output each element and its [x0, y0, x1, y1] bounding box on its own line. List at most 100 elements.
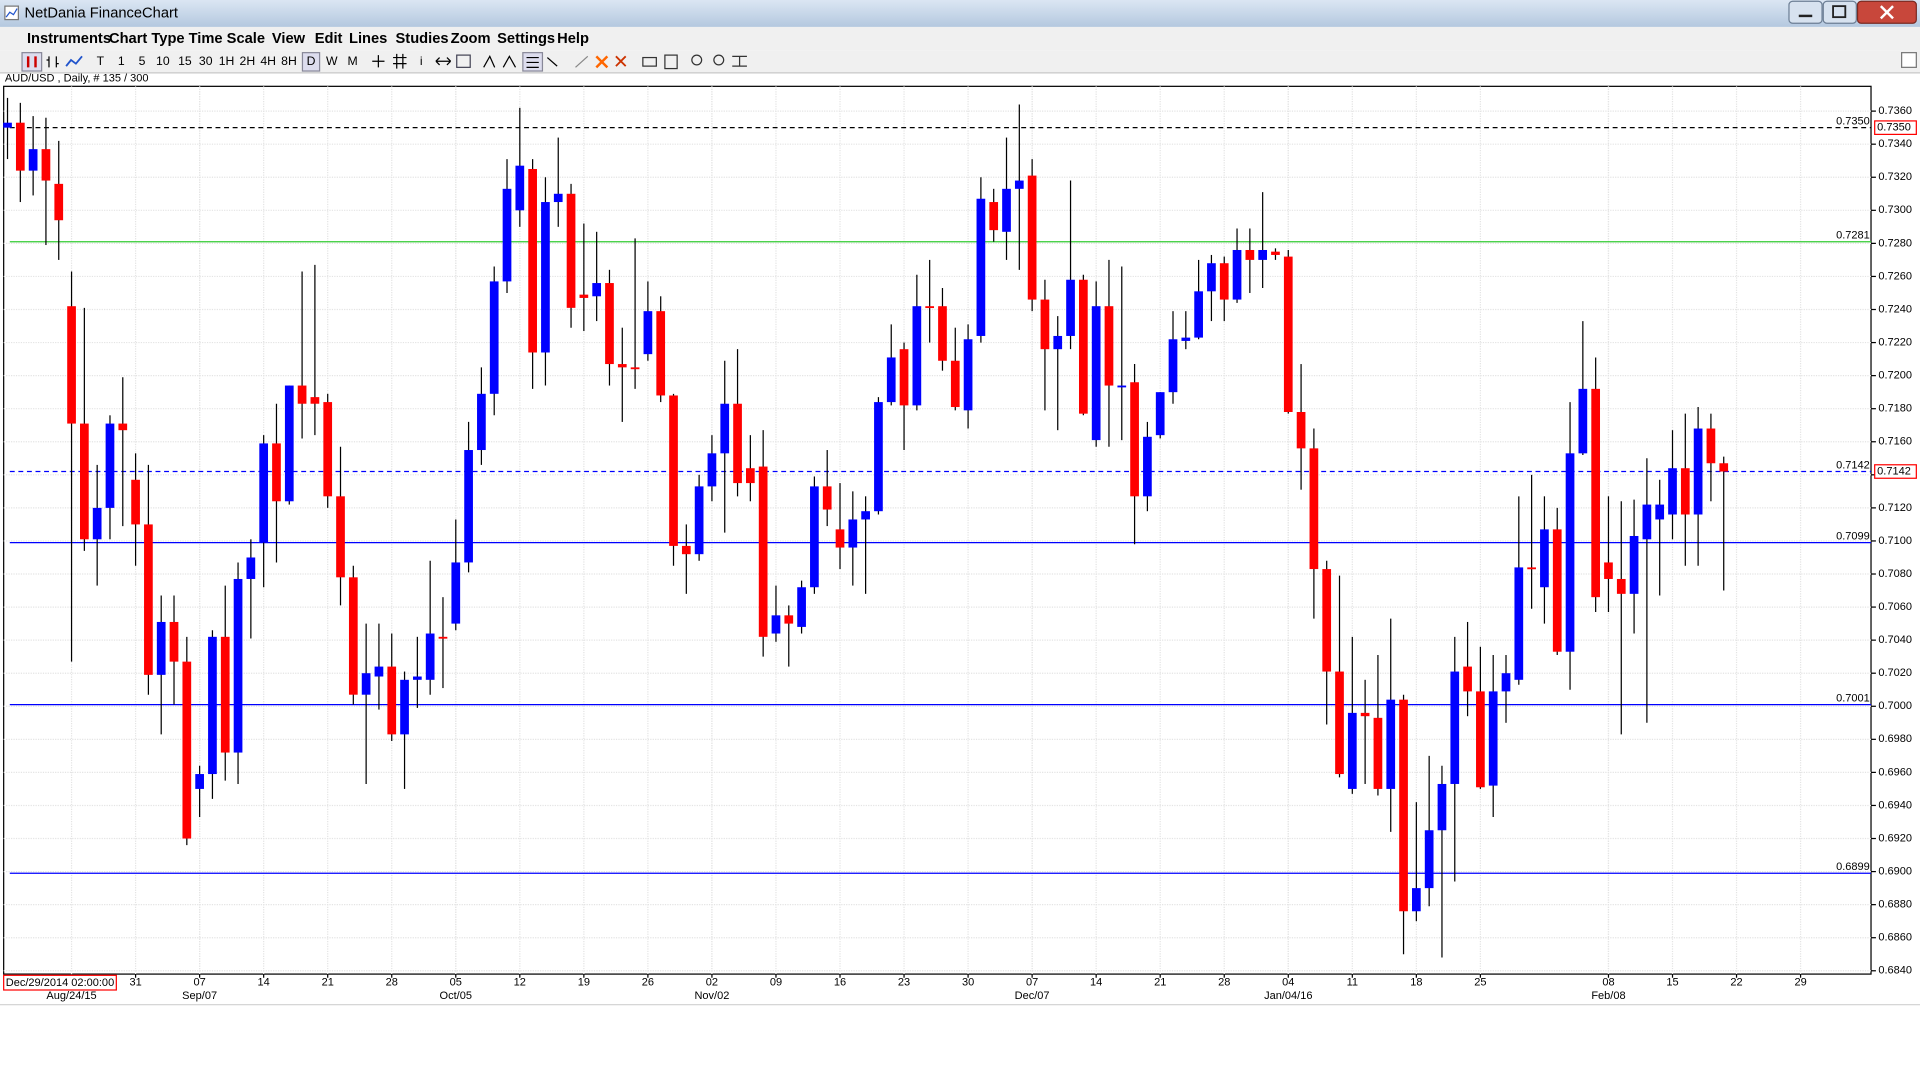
grid-icon[interactable] [393, 53, 407, 69]
volume-icon[interactable] [456, 54, 471, 68]
menu-item[interactable]: Studies [396, 31, 449, 47]
zoom-out-icon[interactable] [713, 54, 725, 66]
toolbar-button[interactable]: 1 [118, 54, 125, 68]
candle-body [195, 774, 204, 789]
x-tick-label: 28 [386, 977, 398, 989]
toolbar-button[interactable]: 1H [219, 54, 235, 68]
candle-body [1194, 291, 1203, 338]
menu-item[interactable]: Edit [315, 31, 343, 47]
candle-body [989, 202, 999, 231]
x-tick-label: 28 [1218, 977, 1230, 989]
candle-body [1271, 251, 1280, 255]
x-tick-label: 07 [1026, 977, 1038, 989]
page-icon[interactable] [664, 54, 678, 70]
x-tick-label: 09 [770, 977, 782, 989]
menu-item[interactable]: Help [557, 31, 589, 47]
arrow-icon[interactable] [546, 57, 558, 67]
candle-body [361, 673, 371, 695]
trend-icon[interactable] [483, 54, 496, 68]
toolbar-button[interactable]: D [307, 54, 316, 68]
candle-body [1629, 535, 1639, 594]
candle-body [1604, 562, 1613, 579]
delete-all-icon[interactable] [615, 55, 627, 67]
menu-item[interactable]: Time Scale [189, 31, 265, 47]
toolbar-button[interactable]: 10 [156, 54, 170, 68]
line-icon[interactable] [65, 55, 83, 67]
crosshair-icon[interactable] [372, 55, 385, 68]
toolbar-button[interactable]: 8H [281, 54, 297, 68]
candle-body [1232, 249, 1242, 300]
candle-body [566, 193, 576, 308]
toolbar-button[interactable]: T [97, 54, 105, 68]
toolbar-button[interactable]: 5 [139, 54, 146, 68]
maximize-button[interactable] [1822, 0, 1857, 24]
y-tick-label: 0.7360 [1878, 105, 1912, 117]
candle-body [28, 149, 38, 171]
menu-bar [0, 26, 1920, 51]
candle-body [1578, 388, 1588, 454]
x-major-label: Nov/02 [694, 990, 729, 1002]
price-tag-label: 0.7350 [1877, 122, 1911, 134]
zoom-in-icon[interactable] [691, 54, 703, 66]
candle-body [1565, 453, 1575, 652]
x-major-label: Jan/04/16 [1264, 990, 1312, 1002]
x-tick-label: 19 [578, 977, 590, 989]
x-tick-label: 25 [1474, 977, 1486, 989]
candle-body [1450, 671, 1460, 784]
x-tick-label: 04 [1282, 977, 1294, 989]
candle-body [233, 578, 243, 753]
delete-icon[interactable] [595, 55, 609, 69]
menu-item[interactable]: Settings [497, 31, 555, 47]
menu-item[interactable]: View [272, 31, 306, 47]
toolbar [0, 50, 1920, 74]
candle-body [656, 311, 666, 396]
ohlc-icon[interactable] [46, 56, 59, 68]
candle-body [259, 443, 269, 543]
scroll-icon[interactable] [435, 57, 452, 66]
y-tick-label: 0.7080 [1878, 568, 1912, 580]
y-tick-label: 0.7320 [1878, 171, 1912, 183]
candle-body [1399, 699, 1408, 912]
app-icon-line [5, 8, 18, 18]
candle-body [284, 385, 294, 502]
x-tick-label: 21 [322, 977, 334, 989]
toolbar-button[interactable]: 2H [240, 54, 256, 68]
candle-body [874, 402, 883, 512]
candle-body [182, 661, 192, 839]
toolbar-button[interactable]: 15 [178, 54, 192, 68]
toolbar-button[interactable]: i [420, 54, 423, 68]
menu-item[interactable]: Zoom [451, 31, 491, 47]
candle-body [54, 183, 64, 221]
menu-item[interactable]: Instruments [27, 31, 111, 47]
y-tick-label: 0.7220 [1878, 336, 1912, 348]
candle-body [246, 557, 256, 579]
toolbar-button[interactable]: 30 [199, 54, 213, 68]
candle-body [899, 349, 909, 406]
candle-body [1002, 188, 1011, 232]
candle-body [1616, 578, 1626, 594]
toolbar-button[interactable]: M [348, 54, 358, 68]
draw-icon[interactable] [575, 55, 589, 68]
candle-body [464, 450, 473, 563]
toolbar-button[interactable]: 4H [260, 54, 276, 68]
candle-body [1296, 412, 1306, 449]
toolbar-button[interactable]: W [326, 54, 338, 68]
bar-type-button[interactable] [21, 52, 43, 72]
y-tick-label: 0.7340 [1878, 138, 1912, 150]
menu-item[interactable]: Chart Type [109, 31, 185, 47]
print-icon[interactable] [642, 56, 657, 67]
level-label: 0.6899 [1836, 861, 1870, 873]
candle-body [374, 666, 384, 677]
bar-type-icon [26, 56, 37, 68]
x-major-label: Dec/07 [1015, 990, 1050, 1002]
title-bar [0, 0, 1920, 27]
minimize-button[interactable] [1788, 0, 1823, 24]
y-tick-label: 0.7160 [1878, 436, 1912, 448]
menu-item[interactable]: Lines [349, 31, 387, 47]
candle-body [80, 423, 89, 540]
candle-body [694, 486, 704, 555]
zoom-fit-icon[interactable] [732, 55, 747, 67]
trend2-icon[interactable] [502, 55, 517, 68]
panel-icon[interactable] [1901, 52, 1917, 68]
x-tick-label: 30 [962, 977, 974, 989]
